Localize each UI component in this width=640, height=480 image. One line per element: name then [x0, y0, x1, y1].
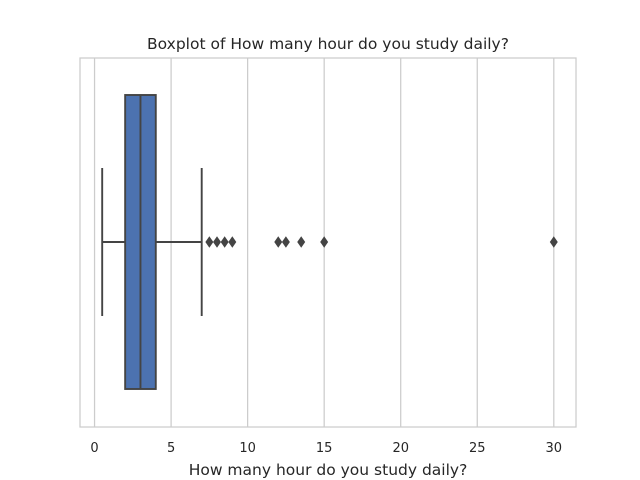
outlier-point: [213, 236, 222, 248]
outlier-point: [297, 236, 306, 248]
x-axis-label: How many hour do you study daily?: [189, 461, 468, 479]
plot-area-frame: [79, 57, 577, 428]
x-tick-label: 10: [239, 441, 256, 456]
outlier-point: [320, 236, 329, 248]
outlier-point: [220, 236, 229, 248]
x-tick-label: 30: [546, 441, 563, 456]
outlier-point: [228, 236, 237, 248]
boxplot-marks: [101, 94, 558, 390]
x-tick-label: 5: [167, 441, 175, 456]
x-tick-label: 15: [316, 441, 333, 456]
x-gridlines: [93, 58, 555, 427]
x-tick-label: 0: [90, 441, 98, 456]
chart-title: Boxplot of How many hour do you study da…: [147, 35, 509, 53]
x-tick-labels: 0 5 10 15 20 25 30: [90, 441, 562, 456]
outlier-point: [205, 236, 214, 248]
x-tick-label: 25: [469, 441, 486, 456]
x-tick-label: 20: [392, 441, 409, 456]
outlier-point: [274, 236, 283, 248]
outlier-point: [549, 236, 558, 248]
outlier-point: [281, 236, 290, 248]
